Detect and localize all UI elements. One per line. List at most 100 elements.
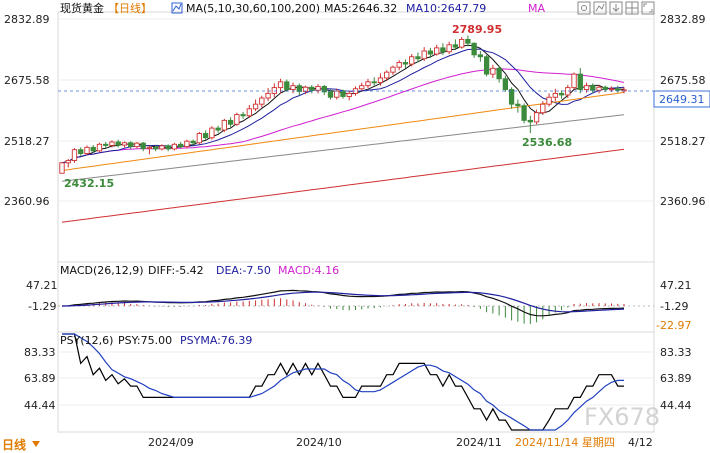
candle-body — [153, 146, 159, 150]
macd-panel — [57, 261, 655, 333]
candle-body — [508, 89, 515, 105]
psy-tick-left-1: 83.33 — [24, 346, 56, 359]
macd-tick-right-3: -22.97 — [656, 319, 691, 332]
candle-body — [84, 146, 90, 154]
candle-body — [346, 92, 352, 97]
ma5-label: MA5:2646.32 — [324, 2, 397, 15]
candle-body — [202, 133, 209, 139]
candle-body — [502, 78, 509, 90]
candle-body — [540, 103, 546, 114]
price-tick-left-2: 2675.58 — [4, 74, 50, 87]
candle-body — [496, 67, 502, 80]
candle-body — [527, 119, 533, 123]
psy-tick-left-2: 63.89 — [24, 372, 56, 385]
candle-body — [284, 81, 290, 90]
candle-body — [296, 85, 302, 92]
download-icon[interactable] — [609, 1, 623, 15]
macd-tick-right-2: -1.29 — [660, 300, 688, 313]
candle-body — [371, 81, 377, 84]
candle-body — [277, 81, 284, 89]
candle-body — [365, 81, 371, 87]
psy-panel — [57, 331, 655, 433]
candle-body — [602, 86, 608, 90]
candle-body — [90, 146, 96, 152]
candle-body — [140, 142, 146, 149]
candle-body — [134, 142, 140, 148]
price-panel — [57, 11, 655, 263]
macd-title: MACD(26,12,9) — [60, 264, 144, 277]
candle-body — [128, 142, 134, 148]
settings-icon[interactable] — [577, 1, 591, 15]
candle-body — [96, 143, 103, 152]
macd-tick-left-2: -1.29 — [28, 300, 56, 313]
ma-label: MA(5,10,30,60,100,200) — [186, 2, 320, 15]
psyma-line — [62, 333, 624, 431]
x-tick-1: 2024/09 — [148, 436, 194, 449]
candle-body — [321, 85, 327, 93]
candle-body — [465, 38, 471, 44]
candle-body — [334, 90, 340, 98]
candle-body — [533, 112, 540, 123]
candle-body — [434, 47, 440, 55]
psy-tick-right-1: 83.33 — [660, 346, 692, 359]
candle-body — [552, 92, 558, 98]
trend-icon[interactable] — [593, 1, 607, 15]
price-tick-left-4: 2360.96 — [4, 195, 50, 208]
candle-body — [271, 87, 277, 94]
candle-body — [146, 146, 153, 149]
psy-title: PSY(12,6) — [60, 334, 113, 347]
candle-body — [59, 162, 65, 174]
candle-body — [115, 141, 121, 146]
candle-body — [558, 92, 565, 96]
candle-body — [215, 127, 221, 131]
moving-average-lines — [61, 44, 625, 223]
fullscreen-icon[interactable] — [641, 1, 655, 15]
price-tick-right-2: 2675.58 — [660, 74, 706, 87]
period-dropdown-icon[interactable] — [32, 441, 40, 447]
candle-body — [608, 88, 615, 91]
macd-dea-label: DEA:-7.50 — [216, 264, 271, 277]
candle-body — [209, 127, 215, 139]
candle-body — [177, 143, 184, 148]
candle-body — [259, 97, 265, 105]
candle-body — [427, 50, 434, 55]
period-button[interactable]: 日线 — [2, 437, 26, 452]
candle-body — [171, 143, 178, 150]
macd-histogram — [67, 298, 625, 325]
candle-body — [359, 85, 365, 90]
candle-body — [384, 71, 390, 79]
candle-body — [234, 114, 240, 125]
candle-body — [415, 56, 421, 60]
price-tick-right-4: 2360.96 — [660, 195, 706, 208]
x-tick-2: 2024/10 — [296, 436, 342, 449]
current-date-label: 2024/11/14 星期四 — [515, 436, 615, 449]
price-tick-left-3: 2518.27 — [4, 135, 50, 148]
ma-settings-icon[interactable] — [171, 2, 183, 14]
psy-line — [62, 333, 624, 431]
toolbar — [577, 1, 655, 15]
candle-body — [327, 91, 334, 98]
psy-value-label: PSY:75.00 — [118, 334, 172, 347]
candle-body — [221, 119, 228, 131]
start-low-annotation: 2432.15 — [64, 177, 114, 190]
symbol-title: 现货黄金 — [60, 1, 104, 15]
candle-body — [596, 86, 602, 91]
candle-body — [121, 142, 128, 146]
candle-body — [471, 42, 477, 56]
candle-body — [71, 149, 78, 161]
right-date-label: 4/12 — [628, 436, 653, 449]
candle-body — [159, 145, 165, 150]
candle-body — [546, 96, 552, 105]
x-tick-3: 2024/11 — [456, 436, 502, 449]
candle-body — [483, 56, 490, 75]
candle-body — [577, 73, 583, 90]
candle-body — [421, 50, 427, 60]
candle-body — [458, 38, 465, 48]
psy-tick-left-3: 44.44 — [24, 399, 56, 412]
candle-body — [477, 54, 484, 58]
candlestick-series — [59, 35, 627, 174]
candle-body — [590, 85, 596, 91]
macd-tick-right-1: 47.21 — [660, 279, 692, 292]
macd-tick-left-1: 47.21 — [26, 279, 58, 292]
